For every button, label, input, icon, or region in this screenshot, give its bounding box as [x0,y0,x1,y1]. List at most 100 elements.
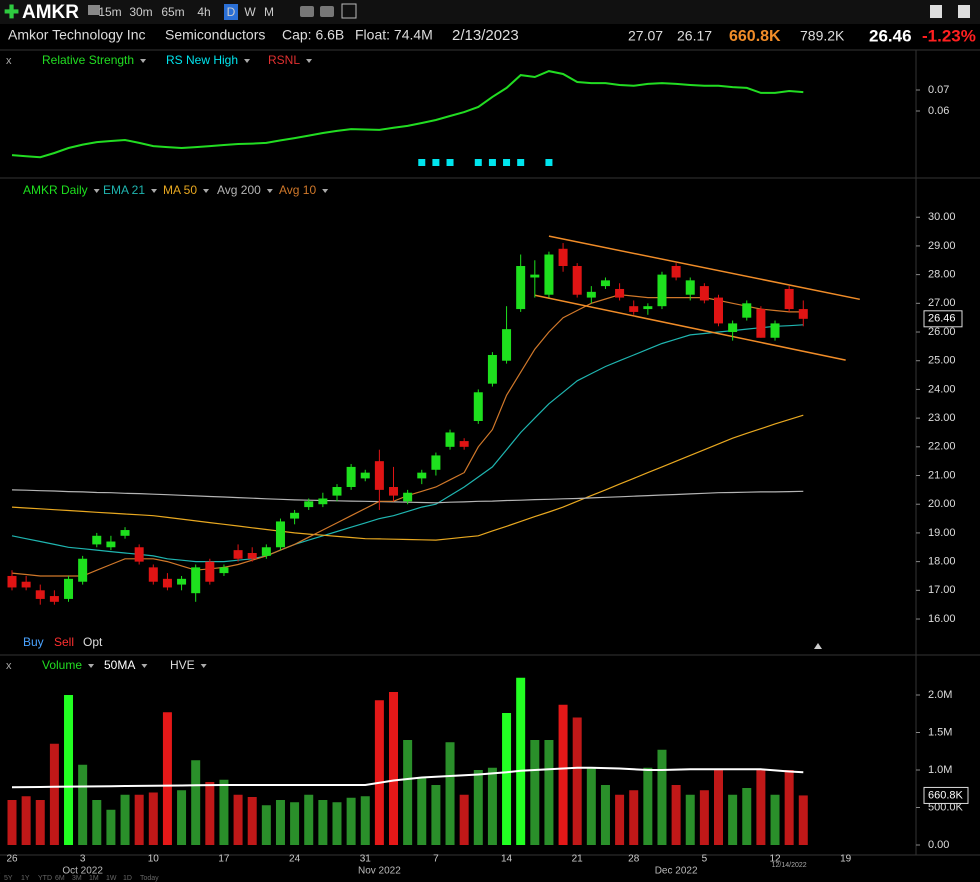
volume-bar [459,794,469,845]
dropdown[interactable] [200,664,207,668]
dropdown[interactable] [141,664,148,668]
date: 2/13/2023 [452,27,519,44]
dropdown[interactable] [322,189,329,193]
dropdown[interactable] [151,189,158,193]
add-icon[interactable]: ✚ [4,2,19,22]
x-tick-label: 10 [148,854,160,865]
volume-bar [615,794,625,845]
candle-body [318,498,328,505]
legend-item[interactable]: RS New High [166,53,238,67]
close-x[interactable]: x [6,55,12,67]
opt[interactable]: Opt [83,635,103,649]
icon[interactable] [88,5,100,15]
new-high-marker [418,159,426,166]
range-button[interactable]: 3M [72,875,82,882]
volume-bar [473,770,483,845]
icon[interactable] [930,5,942,18]
candle-body [290,512,300,519]
dropdown[interactable] [140,59,147,63]
legend-item[interactable]: AMKR Daily [23,183,88,197]
volume-bar [191,760,201,845]
range-button[interactable]: Today [140,875,159,882]
candle-body [615,288,625,298]
icon[interactable] [300,6,314,17]
range-button[interactable]: 5Y [4,875,13,882]
scroll-icon[interactable] [814,643,822,649]
dropdown[interactable] [203,189,210,193]
new-high-marker [474,159,482,166]
icon[interactable] [341,3,357,19]
dropdown[interactable] [306,59,313,63]
volume-bar [177,790,187,845]
timeframe[interactable]: 65m [161,5,184,19]
volume-bar [374,700,384,845]
icon[interactable] [320,6,334,17]
candle-body [502,329,512,361]
range-button[interactable]: 1D [123,875,132,882]
candle-body [346,466,356,487]
volume-bar [417,777,427,845]
candle-body [389,487,399,496]
x-tick-label: 28 [628,854,640,865]
candle-body [49,596,59,602]
legend-item[interactable]: MA 50 [163,183,197,197]
icon[interactable] [958,5,970,18]
range-button[interactable]: 1M [89,875,99,882]
candle-body [699,286,709,301]
timeframe[interactable]: D [227,5,236,19]
x-tick-label: 17 [218,854,230,865]
y-tick-label: 26.00 [928,326,956,338]
volume-bar [586,767,596,845]
dropdown[interactable] [88,664,95,668]
legend-item[interactable]: RSNL [268,53,300,67]
volume-bar [431,785,441,845]
buy[interactable]: Buy [23,635,44,649]
dropdown[interactable] [244,59,251,63]
candle-body [643,306,653,310]
candle-body [120,530,130,536]
sell[interactable]: Sell [54,635,74,649]
timeframe[interactable]: 30m [129,5,152,19]
volume-bar [247,797,257,845]
volume-bar [21,796,31,845]
range-button[interactable]: 1W [106,875,117,882]
y-tick-label: 27.00 [928,297,956,309]
range-button[interactable]: 1Y [21,875,30,882]
symbol[interactable]: AMKR [22,2,79,23]
y-tick-label: 28.00 [928,269,956,281]
volume-bar [699,790,709,845]
legend-item[interactable]: Avg 10 [279,183,316,197]
y-tick-label: 0.00 [928,839,949,851]
volume-bar [219,779,229,845]
close-x[interactable]: x [6,660,12,672]
timeframe[interactable]: W [244,5,256,19]
timeframe[interactable]: 4h [197,5,210,19]
legend-item[interactable]: HVE [170,658,195,672]
x-tick-label: 26 [6,854,18,865]
y-tick-label: 30.00 [928,211,956,223]
timeframe[interactable]: M [264,5,274,19]
legend-item[interactable]: Volume [42,658,82,672]
candle-body [417,472,427,479]
candle-body [162,578,172,588]
timeframe[interactable]: 15m [98,5,121,19]
volume-bar [205,782,215,845]
new-high-marker [446,159,454,166]
candle-body [332,487,342,496]
range-button[interactable]: YTD [38,875,52,882]
x-tick-label: 12 [769,854,781,865]
month-label: Nov 2022 [358,866,401,877]
range-button[interactable]: 6M [55,875,65,882]
candle-body [572,266,582,295]
dropdown[interactable] [93,189,100,193]
new-high-marker [432,159,440,166]
month-label: Oct 2022 [62,866,103,877]
legend-item[interactable]: 50MA [104,658,135,672]
legend-item[interactable]: Avg 200 [217,183,261,197]
candle-body [714,297,723,324]
legend-item[interactable]: EMA 21 [103,183,145,197]
legend-item[interactable]: Relative Strength [42,53,134,67]
dropdown[interactable] [266,189,273,193]
